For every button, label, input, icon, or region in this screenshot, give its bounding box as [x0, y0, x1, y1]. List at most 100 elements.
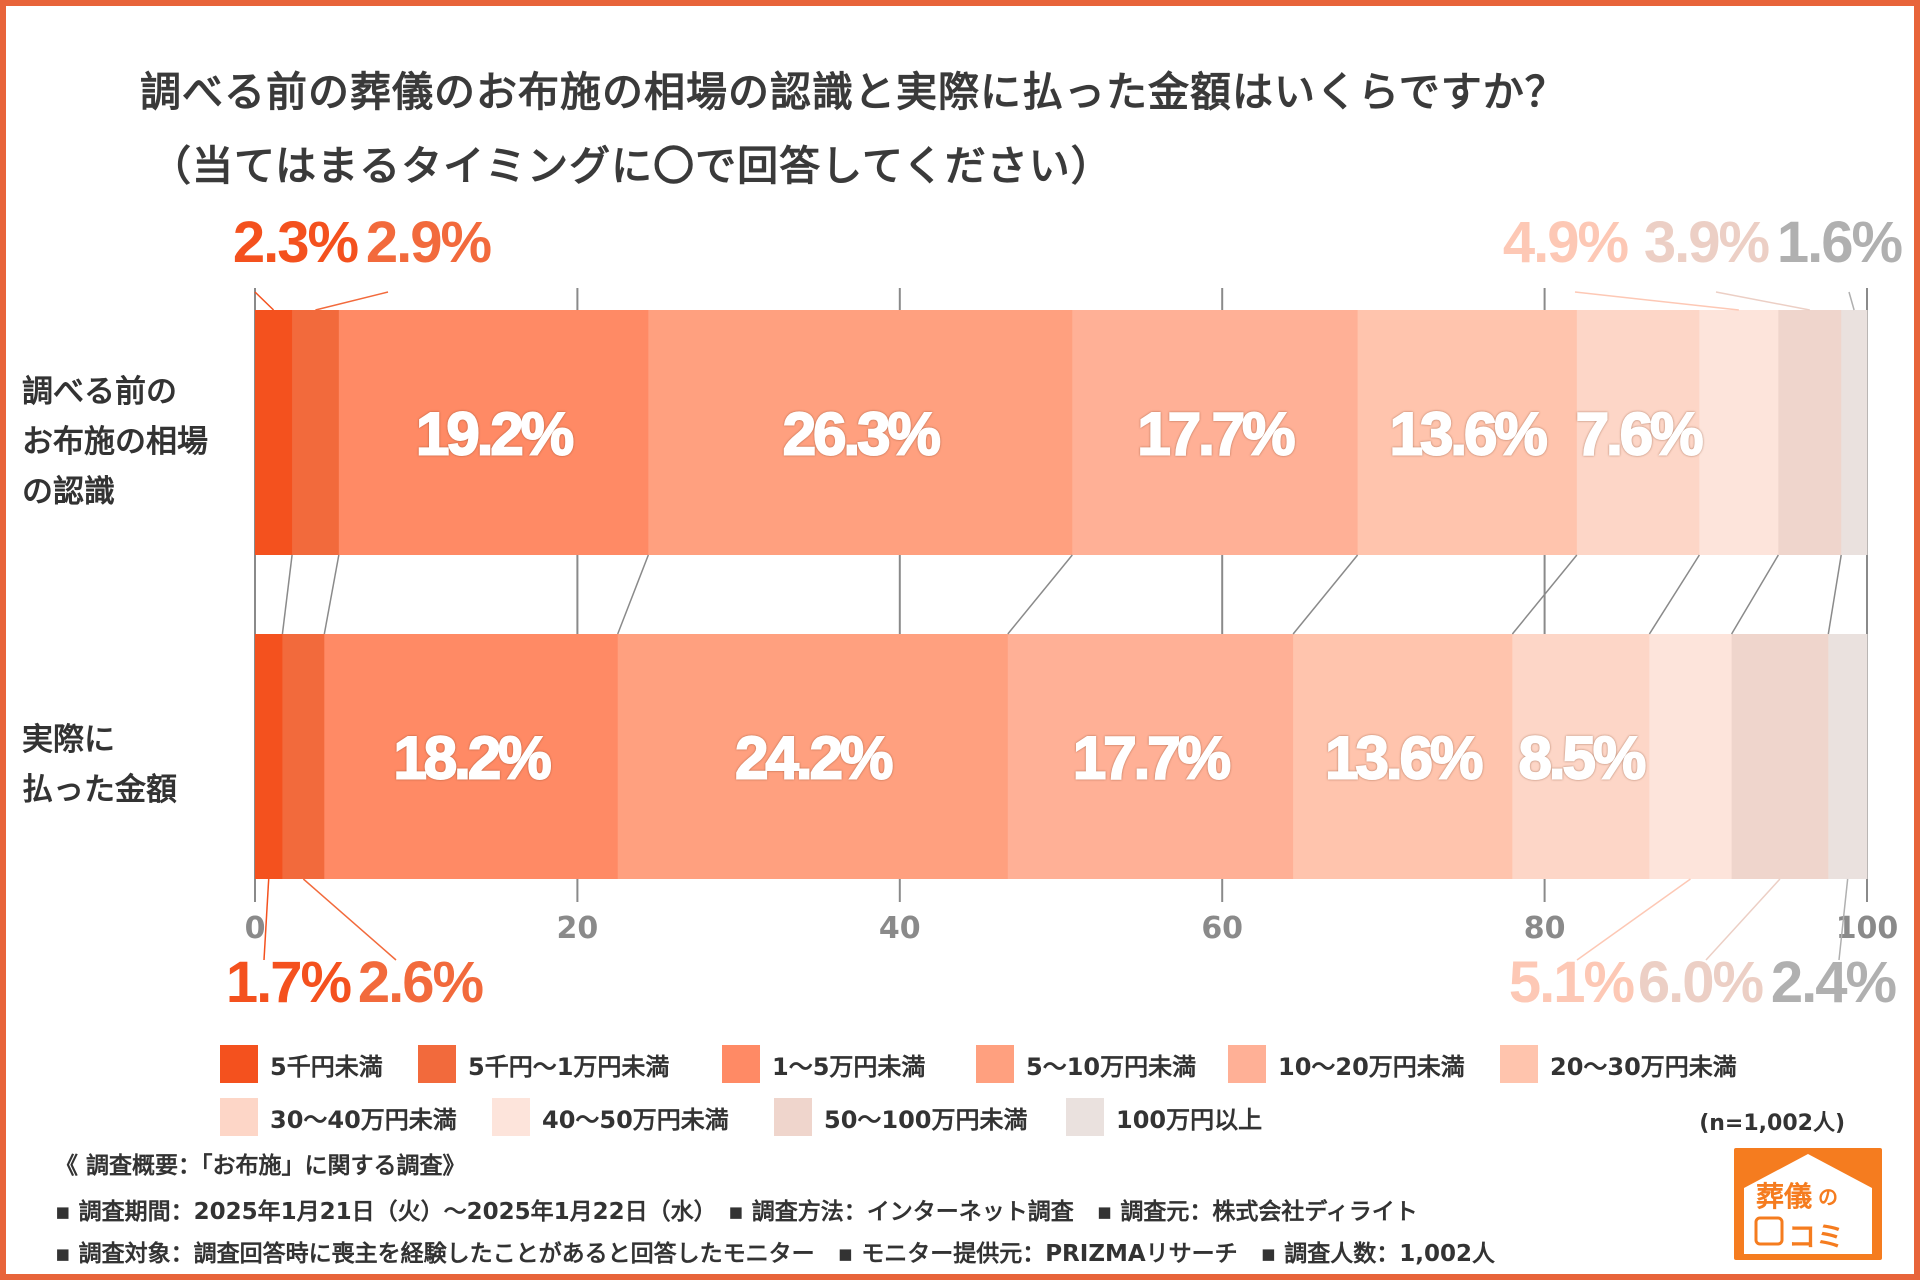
row-label-before: 調べる前の お布施の相場 の認識 — [22, 367, 208, 517]
connector-line — [617, 554, 650, 635]
footer-line-2: ▪ 調査対象：調査回答時に喪主を経験したことがあると回答したモニター ▪ モニタ… — [55, 1241, 1496, 1267]
bar-segment — [338, 310, 649, 555]
connector-line — [281, 554, 293, 635]
legend-item: 100万円以上 — [1066, 1098, 1262, 1136]
bar-segment — [648, 310, 1073, 555]
leader-line — [1715, 291, 1810, 311]
legend-swatch — [1066, 1098, 1104, 1136]
legend-item: 40～50万円未満 — [492, 1098, 729, 1136]
legend-item: 5千円～1万円未満 — [418, 1045, 669, 1083]
value-label-outside: 2.4% — [1771, 950, 1897, 1015]
bar-segment — [1357, 310, 1578, 555]
legend-label: 10～20万円未満 — [1278, 1052, 1465, 1081]
row-label-line: 払った金額 — [22, 772, 177, 808]
value-label-inside: 26.3% — [783, 401, 940, 468]
legend-label: 50～100万円未満 — [824, 1105, 1028, 1134]
legend-item: 30～40万円未満 — [220, 1098, 457, 1136]
row-label-line: の認識 — [22, 474, 115, 510]
bar-segment — [617, 634, 1009, 879]
footer-heading: 《 調査概要：「お布施」に関する調査》 — [55, 1153, 466, 1179]
leader-line — [1848, 291, 1855, 311]
legend-label: 5～10万円未満 — [1026, 1052, 1197, 1081]
bar-segment — [255, 634, 283, 879]
legend-swatch — [1228, 1045, 1266, 1083]
leader-line — [1574, 291, 1739, 311]
value-label-outside: 2.6% — [358, 950, 484, 1015]
leader-line — [315, 291, 389, 311]
legend-label: 40～50万円未満 — [542, 1105, 729, 1134]
svg-text:の: の — [1818, 1185, 1838, 1209]
value-label-outside: 3.9% — [1644, 210, 1770, 275]
legend-label: 1～5万円未満 — [772, 1052, 926, 1081]
legend-item: 5千円未満 — [220, 1045, 383, 1083]
legend-item: 50～100万円未満 — [774, 1098, 1028, 1136]
bar-segment — [282, 634, 325, 879]
logo-icon: 葬儀 の コミ — [1744, 1154, 1872, 1254]
legend-item: 1～5万円未満 — [722, 1045, 925, 1083]
value-label-inside: 13.6% — [1390, 401, 1547, 468]
legend-item: 5～10万円未満 — [976, 1045, 1196, 1083]
value-label-inside: 17.7% — [1137, 401, 1294, 468]
value-label-inside: 24.2% — [735, 725, 892, 792]
bar-segment — [1841, 310, 1868, 555]
legend-label: 100万円以上 — [1116, 1105, 1263, 1134]
chart-subtitle: （当てはまるタイミングに〇で回答してください） — [150, 142, 1113, 190]
legend-swatch — [722, 1045, 760, 1083]
connector-line — [1007, 554, 1073, 635]
legend-swatch — [220, 1045, 258, 1083]
svg-text:コミ: コミ — [1788, 1220, 1844, 1253]
value-label-outside: 4.9% — [1503, 210, 1629, 275]
legend-label: 5千円未満 — [270, 1052, 383, 1081]
legend-item: 20～30万円未満 — [1500, 1045, 1737, 1083]
value-label-inside: 17.7% — [1073, 725, 1230, 792]
value-label-inside: 18.2% — [393, 725, 550, 792]
bar-segment — [1649, 634, 1733, 879]
value-label-outside: 5.1% — [1509, 950, 1635, 1015]
value-label-inside: 8.5% — [1518, 725, 1644, 792]
bar-segment — [1576, 310, 1700, 555]
value-label-outside: 1.7% — [226, 950, 352, 1015]
connector-line — [1292, 554, 1359, 635]
value-label-outside: 2.3% — [233, 210, 359, 275]
x-tick-label: 60 — [1201, 911, 1243, 946]
leader-line — [263, 878, 270, 961]
x-tick-label: 80 — [1524, 911, 1566, 946]
legend-swatch — [1500, 1045, 1538, 1083]
x-tick-label: 20 — [557, 911, 599, 946]
connector-line — [1511, 554, 1578, 635]
chart-title: 調べる前の葬儀のお布施の相場の認識と実際に払った金額はいくらですか？ — [140, 68, 1567, 116]
connector-line — [1648, 554, 1700, 635]
x-tick-label: 100 — [1836, 911, 1899, 946]
legend-swatch — [418, 1045, 456, 1083]
legend-label: 5千円～1万円未満 — [468, 1052, 670, 1081]
bar-segment — [1007, 634, 1294, 879]
legend-item: 10～20万円未満 — [1228, 1045, 1465, 1083]
logo: 葬儀 の コミ — [1734, 1148, 1882, 1260]
legend-swatch — [220, 1098, 258, 1136]
svg-text:葬儀: 葬儀 — [1756, 1180, 1812, 1213]
legend-swatch — [492, 1098, 530, 1136]
bar-segment — [255, 310, 293, 555]
legend-swatch — [976, 1045, 1014, 1083]
legend-swatch — [774, 1098, 812, 1136]
connector-line — [323, 554, 340, 635]
x-tick-label: 40 — [879, 911, 921, 946]
legend-label: 30～40万円未満 — [270, 1105, 457, 1134]
bar-segment — [324, 634, 619, 879]
stacked-bar-chart: 0 20 40 60 80 100 19.2% 26.3% 17.7% 13.6% 7.6% 18.2… — [226, 210, 1905, 1015]
bar-segment — [1512, 634, 1650, 879]
footer-line-1: ▪ 調査期間：2025年1月21日（火）～2025年1月22日（水） ▪ 調査方… — [55, 1199, 1418, 1225]
leader-line — [302, 878, 397, 961]
row-label-line: 調べる前の — [22, 374, 177, 410]
bar-segment — [1293, 634, 1513, 879]
row-label-actual: 実際に 払った金額 — [22, 715, 177, 815]
bar-segment — [1699, 310, 1779, 555]
x-tick-label: 0 — [245, 911, 266, 946]
legend-label: 20～30万円未満 — [1550, 1052, 1737, 1081]
value-label-inside: 19.2% — [416, 401, 573, 468]
row-label-line: 実際に — [22, 722, 115, 758]
leader-line — [1838, 878, 1849, 961]
bar-segment — [1828, 634, 1868, 879]
connector-line — [1827, 554, 1842, 635]
